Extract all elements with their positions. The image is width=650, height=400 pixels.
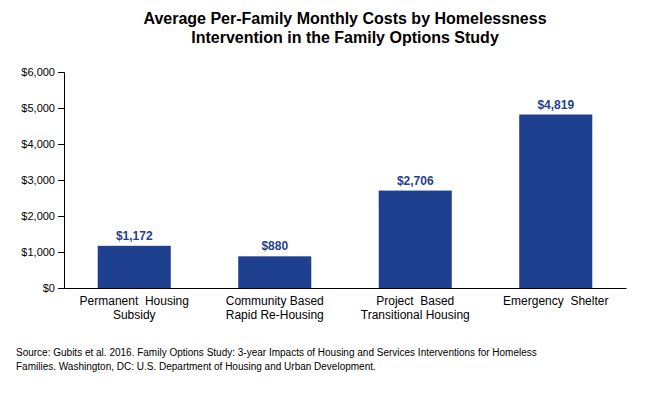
y-tick: $5,000 <box>21 102 64 114</box>
source-line: Source: Gubits et al. 2016. Family Optio… <box>16 347 537 358</box>
x-tick: Project BasedTransitional Housing <box>361 294 470 322</box>
bar <box>98 246 171 288</box>
x-axis: Permanent HousingSubsidy Community BasedR… <box>65 289 627 322</box>
title: Average Per-Family Monthly Costs by Home… <box>143 10 546 46</box>
y-tick: $0 <box>43 282 64 294</box>
y-tick-mark <box>58 252 64 253</box>
bar <box>238 256 311 288</box>
x-tick-label-line: Transitional Housing <box>361 308 470 322</box>
x-tick: Permanent HousingSubsidy <box>80 294 189 322</box>
x-tick-label-line: Rapid Re-Housing <box>226 308 324 322</box>
y-tick: $6,000 <box>21 66 64 78</box>
data-label: $880 <box>261 239 288 253</box>
x-tick-label-line: Permanent Housing <box>80 294 189 308</box>
y-tick-label: $0 <box>43 282 55 294</box>
y-tick-label: $5,000 <box>21 102 55 114</box>
data-label: $4,819 <box>537 98 574 112</box>
bar <box>519 115 592 288</box>
bar <box>379 191 452 288</box>
bars <box>98 115 593 288</box>
data-label: $1,172 <box>116 229 153 243</box>
title-line: Average Per-Family Monthly Costs by Home… <box>143 10 546 27</box>
y-tick-mark <box>58 72 64 73</box>
x-tick-label-line: Emergency Shelter <box>503 294 608 308</box>
x-tick-label-line: Subsidy <box>113 308 156 322</box>
y-tick-mark <box>58 108 64 109</box>
x-tick-label-line: Project Based <box>376 294 454 308</box>
y-tick: $4,000 <box>21 138 64 150</box>
data-label: $2,706 <box>397 174 434 188</box>
x-tick-label: Permanent HousingSubsidy <box>80 294 189 322</box>
y-tick-mark <box>58 288 64 289</box>
source: Source: Gubits et al. 2016. Family Optio… <box>16 347 537 372</box>
y-tick: $2,000 <box>21 210 64 222</box>
x-tick-label: Project BasedTransitional Housing <box>361 294 470 322</box>
y-tick-label: $4,000 <box>21 138 55 150</box>
y-tick-mark <box>58 180 64 181</box>
source-line: Families. Washington, DC: U.S. Departmen… <box>16 361 376 372</box>
title-line: Intervention in the Family Options Study <box>191 29 499 46</box>
x-tick: Emergency Shelter <box>503 294 608 308</box>
y-tick-label: $3,000 <box>21 174 55 186</box>
y-tick-mark <box>58 144 64 145</box>
y-axis: $0 $1,000 $2,000 $3,000 $4,000 $5,000 $6,000 <box>21 66 64 294</box>
x-tick-label: Emergency Shelter <box>503 294 608 308</box>
y-tick-label: $2,000 <box>21 210 55 222</box>
y-tick-label: $1,000 <box>21 246 55 258</box>
y-tick-label: $6,000 <box>21 66 55 78</box>
x-tick: Community BasedRapid Re-Housing <box>226 294 324 322</box>
chart: Average Per-Family Monthly Costs by Home… <box>0 0 650 400</box>
y-tick: $3,000 <box>21 174 64 186</box>
y-tick-mark <box>58 216 64 217</box>
x-tick-label-line: Community Based <box>226 294 324 308</box>
y-axis-line <box>58 73 65 289</box>
data-labels: $1,172 $880 $2,706 $4,819 <box>116 98 575 254</box>
y-tick: $1,000 <box>21 246 64 258</box>
x-tick-label: Community BasedRapid Re-Housing <box>226 294 324 322</box>
plot-area: $1,172 $880 $2,706 $4,819 $0 $1,000 $2,000 $3,0… <box>21 66 626 322</box>
x-axis-line <box>65 288 627 289</box>
